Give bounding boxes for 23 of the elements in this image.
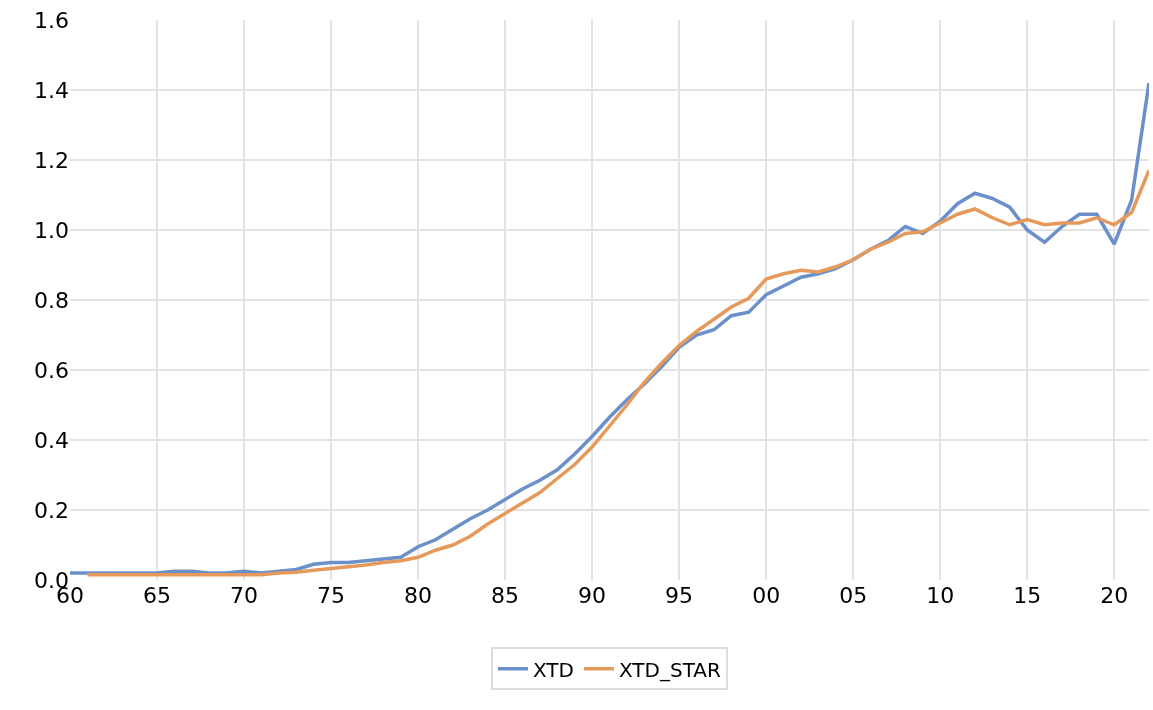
x-tick-label: 10 [926,583,955,608]
x-tick-label: 65 [143,583,172,608]
y-tick-label: 0.6 [34,357,69,383]
y-tick-label: 0.2 [34,497,69,523]
x-tick-label: 00 [752,583,781,608]
x-tick-label: 05 [839,583,868,608]
x-tick-label: 85 [491,583,520,608]
x-tick-label: 80 [404,583,433,608]
x-tick-label: 75 [317,583,346,608]
x-tick-label: 90 [578,583,607,608]
x-tick-label: 70 [230,583,259,608]
y-tick-label: 1.2 [34,147,69,173]
x-tick-label: 15 [1013,583,1042,608]
y-tick-label: 0.4 [34,427,69,453]
legend-label: XTD_STAR [618,657,721,682]
legend-label: XTD [533,657,574,682]
x-tick-label: 20 [1100,583,1129,608]
y-tick-label: 1.0 [34,217,69,243]
y-tick-label: 0.8 [34,287,69,313]
x-tick-label: 95 [665,583,694,608]
y-tick-label: 1.4 [34,77,69,103]
y-tick-label: 1.6 [34,7,69,33]
line-series [85,168,1149,577]
